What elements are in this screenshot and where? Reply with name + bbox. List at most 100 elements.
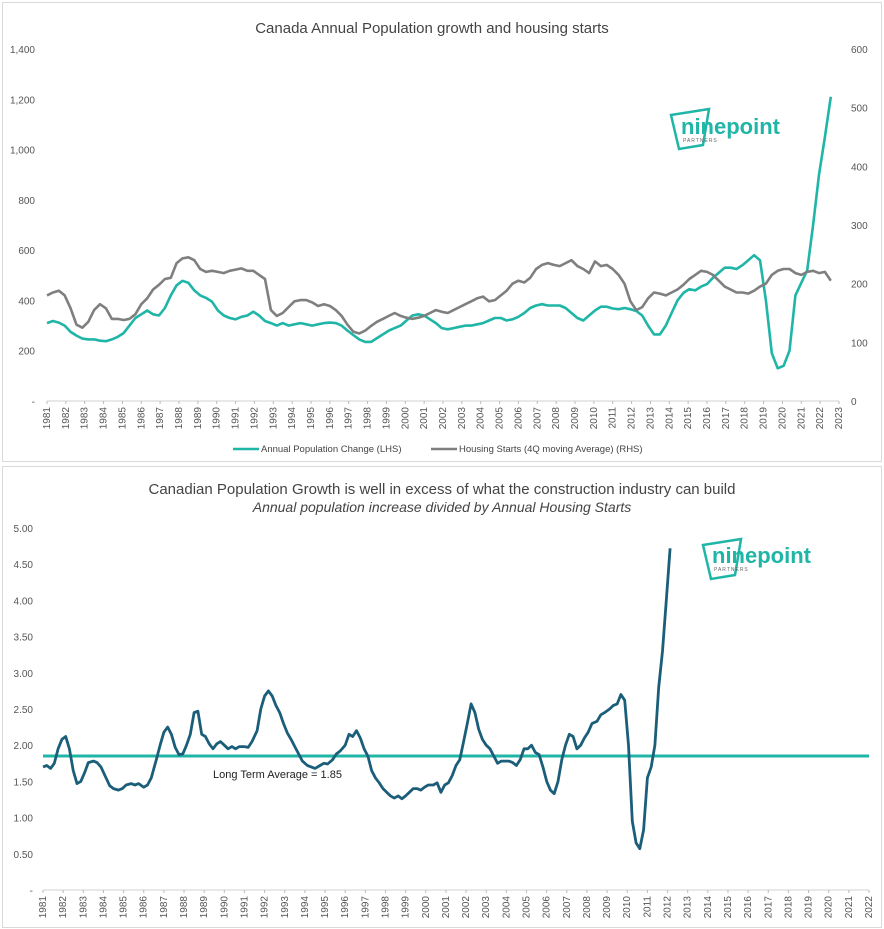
y-left-tick-label: 1,200 <box>10 95 35 106</box>
x-tick-label: 2019 <box>804 896 815 919</box>
ninepoint-logo: ninepoint PARTNERS <box>669 107 781 151</box>
y-left-tick-label: - <box>32 397 35 408</box>
x-tick-label: 2018 <box>783 896 794 919</box>
x-tick-label: 2022 <box>864 896 875 919</box>
x-tick-label: 2011 <box>608 407 619 429</box>
y-tick-label: 2.00 <box>14 741 34 752</box>
x-tick-label: 1984 <box>98 896 109 919</box>
x-tick-label: 1989 <box>199 896 210 919</box>
x-tick-label: 1981 <box>38 896 49 919</box>
x-tick-label: 2002 <box>461 896 472 919</box>
x-tick-label: 2008 <box>582 896 593 919</box>
y-left-tick-label: 800 <box>18 196 35 207</box>
x-tick-label: 2001 <box>419 407 430 430</box>
x-tick-label: 2012 <box>627 407 638 430</box>
x-tick-label: 2002 <box>438 407 449 430</box>
x-tick-label: 1996 <box>340 896 351 919</box>
x-tick-label: 2014 <box>703 896 714 919</box>
x-tick-label: 2019 <box>759 407 770 430</box>
x-tick-label: 2003 <box>457 407 468 430</box>
logo-wordmark: ninepoint <box>712 543 812 568</box>
x-tick-label: 2008 <box>551 407 562 430</box>
x-tick-label: 2017 <box>763 896 774 919</box>
x-tick-label: 2016 <box>702 407 713 430</box>
x-tick-label: 1995 <box>320 896 331 919</box>
x-tick-label: 2007 <box>532 407 543 430</box>
y-tick-label: 1.00 <box>14 814 34 825</box>
x-tick-label: 1986 <box>136 407 147 430</box>
y-tick-label: 1.50 <box>14 777 34 788</box>
x-tick-label: 2023 <box>834 407 845 430</box>
ninepoint-logo: ninepoint PARTNERS <box>701 537 812 581</box>
x-tick-label: 2013 <box>683 896 694 919</box>
x-tick-label: 1988 <box>174 407 185 430</box>
x-tick-label: 2017 <box>721 407 732 430</box>
series-line-population-change <box>46 96 833 370</box>
x-tick-label: 1994 <box>300 896 311 919</box>
x-tick-label: 1987 <box>159 896 170 919</box>
y-tick-label: 2.50 <box>14 705 34 716</box>
x-tick-label: 2021 <box>844 896 855 919</box>
x-tick-label: 2009 <box>570 407 581 430</box>
x-tick-label: 1986 <box>139 896 150 919</box>
x-tick-label: 2018 <box>740 407 751 430</box>
y-tick-label: 4.00 <box>14 596 34 607</box>
chart-title: Canadian Population Growth is well in ex… <box>149 481 736 498</box>
x-tick-label: 2020 <box>777 407 788 430</box>
x-tick-label: 1997 <box>344 407 355 430</box>
x-tick-label: 1998 <box>363 407 374 430</box>
x-tick-label: 1988 <box>179 896 190 919</box>
x-tick-label: 2021 <box>796 407 807 430</box>
x-tick-label: 2004 <box>501 896 512 919</box>
x-tick-label: 1983 <box>80 407 91 430</box>
y-right-tick-label: 0 <box>851 397 857 408</box>
x-tick-label: 2005 <box>495 407 506 430</box>
y-left-tick-label: 600 <box>18 246 35 257</box>
x-tick-label: 2006 <box>542 896 553 919</box>
logo-subtext: PARTNERS <box>714 567 749 573</box>
series-line-housing-starts <box>46 256 832 335</box>
y-right-tick-label: 300 <box>851 221 868 232</box>
x-tick-label: 2015 <box>683 407 694 430</box>
legend: Annual Population Change (LHS) Housing S… <box>233 444 643 455</box>
y-left-tick-label: 400 <box>18 296 35 307</box>
y-tick-label: - <box>30 886 33 897</box>
y-tick-label: 4.50 <box>14 560 34 571</box>
x-tick-label: 2009 <box>602 896 613 919</box>
x-tick-label: 2003 <box>481 896 492 919</box>
x-tick-label: 1987 <box>155 407 166 430</box>
logo-mark-icon <box>701 537 743 581</box>
chart-subtitle: Annual population increase divided by An… <box>252 499 632 515</box>
x-tick-label: 1985 <box>117 407 128 430</box>
x-tick-label: 1997 <box>360 896 371 919</box>
y-right-tick-label: 400 <box>851 162 868 173</box>
x-tick-label: 1994 <box>287 407 298 430</box>
x-tick-label: 2011 <box>642 896 653 918</box>
x-tick-label: 1991 <box>231 407 242 430</box>
series-line-ratio <box>42 548 672 851</box>
y-tick-label: 3.00 <box>14 669 34 680</box>
x-tick-label: 2016 <box>743 896 754 919</box>
population-ratio-chart: Canadian Population Growth is well in ex… <box>2 466 882 928</box>
y-tick-label: 3.50 <box>14 633 34 644</box>
x-tick-label: 1999 <box>401 896 412 919</box>
logo-subtext: PARTNERS <box>683 138 718 144</box>
y-right-tick-label: 500 <box>851 104 868 115</box>
x-tick-label: 1993 <box>280 896 291 919</box>
legend-label-housing: Housing Starts (4Q moving Average) (RHS) <box>459 444 643 455</box>
x-tick-label: 1999 <box>381 407 392 430</box>
x-tick-label: 1993 <box>268 407 279 430</box>
x-tick-label: 2007 <box>562 896 573 919</box>
long-term-average-label: Long Term Average = 1.85 <box>213 769 342 781</box>
x-tick-label: 2005 <box>522 896 533 919</box>
y-right-tick-label: 100 <box>851 338 868 349</box>
population-housing-chart-svg: Canada Annual Population growth and hous… <box>10 20 868 455</box>
chart-title: Canada Annual Population growth and hous… <box>255 20 609 37</box>
x-tick-label: 2000 <box>421 896 432 919</box>
x-tick-label: 1982 <box>58 896 69 919</box>
x-tick-label: 2012 <box>663 896 674 919</box>
x-tick-label: 2015 <box>723 896 734 919</box>
x-tick-label: 1982 <box>61 407 72 430</box>
y-right-tick-label: 600 <box>851 45 868 56</box>
logo-mark-icon <box>669 107 711 151</box>
